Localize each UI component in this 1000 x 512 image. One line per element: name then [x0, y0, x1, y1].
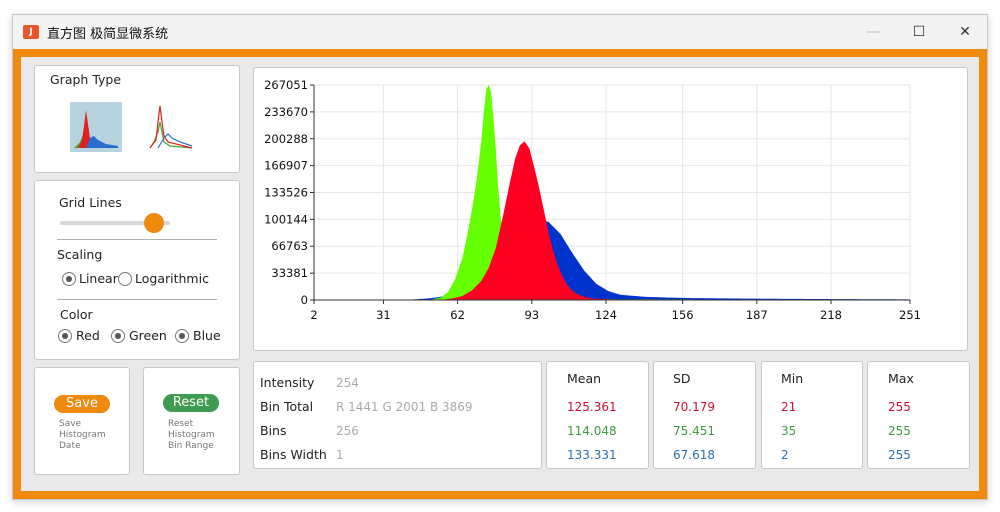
info-panel: Intensity 254 Bin Total R 1441 G 2001 B … — [253, 361, 542, 469]
grid-lines-slider-track[interactable] — [60, 221, 170, 225]
y-tick-label: 133526 — [264, 185, 308, 199]
linear-label: Linear — [79, 271, 118, 286]
x-tick-label: 62 — [450, 308, 465, 322]
min-green-value: 35 — [781, 424, 797, 438]
blue-label: Blue — [193, 328, 221, 343]
reset-description: Reset Histogram Bin Range — [168, 419, 215, 451]
mean-red-value: 125.361 — [567, 400, 617, 414]
x-tick-label: 251 — [899, 308, 921, 322]
bins-value: 256 — [336, 424, 359, 438]
max-red-value: 255 — [888, 400, 911, 414]
line-histogram-icon — [149, 105, 193, 149]
y-tick-label: 166907 — [264, 159, 308, 173]
minimize-icon: — — [866, 24, 880, 40]
x-tick-label: 2 — [310, 308, 317, 322]
x-tick-label: 124 — [595, 308, 617, 322]
grid-lines-title: Grid Lines — [59, 195, 122, 210]
blue-channel-toggle[interactable] — [175, 329, 189, 343]
green-label: Green — [129, 328, 167, 343]
title-bar: J 直方图 极简显微系统 — ☐ ✕ — [13, 15, 987, 49]
min-blue-value: 2 — [781, 448, 789, 462]
save-panel: Save Save Histogram Date — [34, 367, 130, 475]
window-title: 直方图 极简显微系统 — [47, 27, 169, 42]
histogram-chart: 0 33381 66763 100144 133526 166907 200288 23367… — [264, 78, 921, 322]
max-panel: Max 255 255 255 — [867, 361, 970, 469]
max-title: Max — [888, 371, 914, 386]
x-tick-label: 156 — [672, 308, 694, 322]
bin-total-label: Bin Total — [260, 399, 314, 414]
series-red-area — [440, 141, 910, 300]
min-red-value: 21 — [781, 400, 797, 414]
sd-green-value: 75.451 — [673, 424, 715, 438]
save-description: Save Histogram Date — [59, 419, 106, 451]
bins-label: Bins — [260, 423, 287, 438]
reset-button[interactable]: Reset — [163, 394, 219, 412]
y-tick-label: 0 — [301, 293, 308, 307]
x-tick-label: 93 — [524, 308, 539, 322]
app-icon: J — [23, 25, 39, 39]
y-tick-label: 33381 — [271, 266, 308, 280]
red-channel-toggle[interactable] — [58, 329, 72, 343]
maximize-button[interactable]: ☐ — [896, 15, 942, 49]
mean-panel: Mean 125.361 114.048 133.331 — [546, 361, 649, 469]
sd-title: SD — [673, 371, 691, 386]
logarithmic-radio[interactable] — [118, 272, 132, 286]
save-button[interactable]: Save — [54, 395, 110, 413]
histogram-chart-panel: 0 33381 66763 100144 133526 166907 200288 23367… — [253, 67, 968, 351]
sd-panel: SD 70.179 75.451 67.618 — [653, 361, 756, 469]
minimize-button[interactable]: — — [850, 15, 896, 49]
mean-title: Mean — [567, 371, 602, 386]
max-green-value: 255 — [888, 424, 911, 438]
green-channel-toggle[interactable] — [111, 329, 125, 343]
red-label: Red — [76, 328, 100, 343]
filled-histogram-icon — [74, 110, 118, 148]
x-tick-label: 218 — [820, 308, 842, 322]
separator — [57, 299, 217, 300]
sd-red-value: 70.179 — [673, 400, 715, 414]
x-tick-label: 187 — [746, 308, 768, 322]
min-panel: Min 21 35 2 — [761, 361, 863, 469]
close-button[interactable]: ✕ — [942, 15, 988, 49]
min-title: Min — [781, 371, 804, 386]
series-green-area — [428, 85, 910, 300]
color-title: Color — [60, 307, 93, 322]
linear-radio[interactable] — [62, 272, 76, 286]
sd-blue-value: 67.618 — [673, 448, 715, 462]
mean-blue-value: 133.331 — [567, 448, 617, 462]
y-tick-label: 200288 — [264, 132, 308, 146]
y-tick-label: 233670 — [264, 105, 308, 119]
reset-panel: Reset Reset Histogram Bin Range — [143, 367, 240, 475]
max-blue-value: 255 — [888, 448, 911, 462]
mean-green-value: 114.048 — [567, 424, 617, 438]
settings-panel: Grid Lines Scaling Linear Logarithmic Co… — [34, 180, 240, 360]
maximize-icon: ☐ — [912, 24, 926, 40]
graph-type-title: Graph Type — [50, 72, 122, 87]
scaling-title: Scaling — [57, 247, 103, 262]
bin-total-value: R 1441 G 2001 B 3869 — [336, 400, 473, 414]
x-tick-label: 31 — [376, 308, 391, 322]
intensity-label: Intensity — [260, 375, 315, 390]
y-tick-label: 267051 — [264, 78, 308, 92]
y-tick-label: 66763 — [271, 239, 308, 253]
filled-histogram-option[interactable] — [70, 102, 122, 152]
grid-lines-slider-knob[interactable] — [143, 213, 164, 233]
logarithmic-label: Logarithmic — [135, 271, 209, 286]
intensity-value: 254 — [336, 376, 359, 390]
y-tick-label: 100144 — [264, 212, 308, 226]
separator — [57, 239, 217, 240]
graph-type-panel: Graph Type — [34, 65, 240, 173]
bins-width-label: Bins Width — [260, 447, 327, 462]
app-window: J 直方图 极简显微系统 — ☐ ✕ Graph Type Grid Lines — [12, 14, 988, 500]
bins-width-value: 1 — [336, 448, 344, 462]
line-histogram-option[interactable] — [144, 102, 196, 152]
close-icon: ✕ — [959, 24, 971, 40]
